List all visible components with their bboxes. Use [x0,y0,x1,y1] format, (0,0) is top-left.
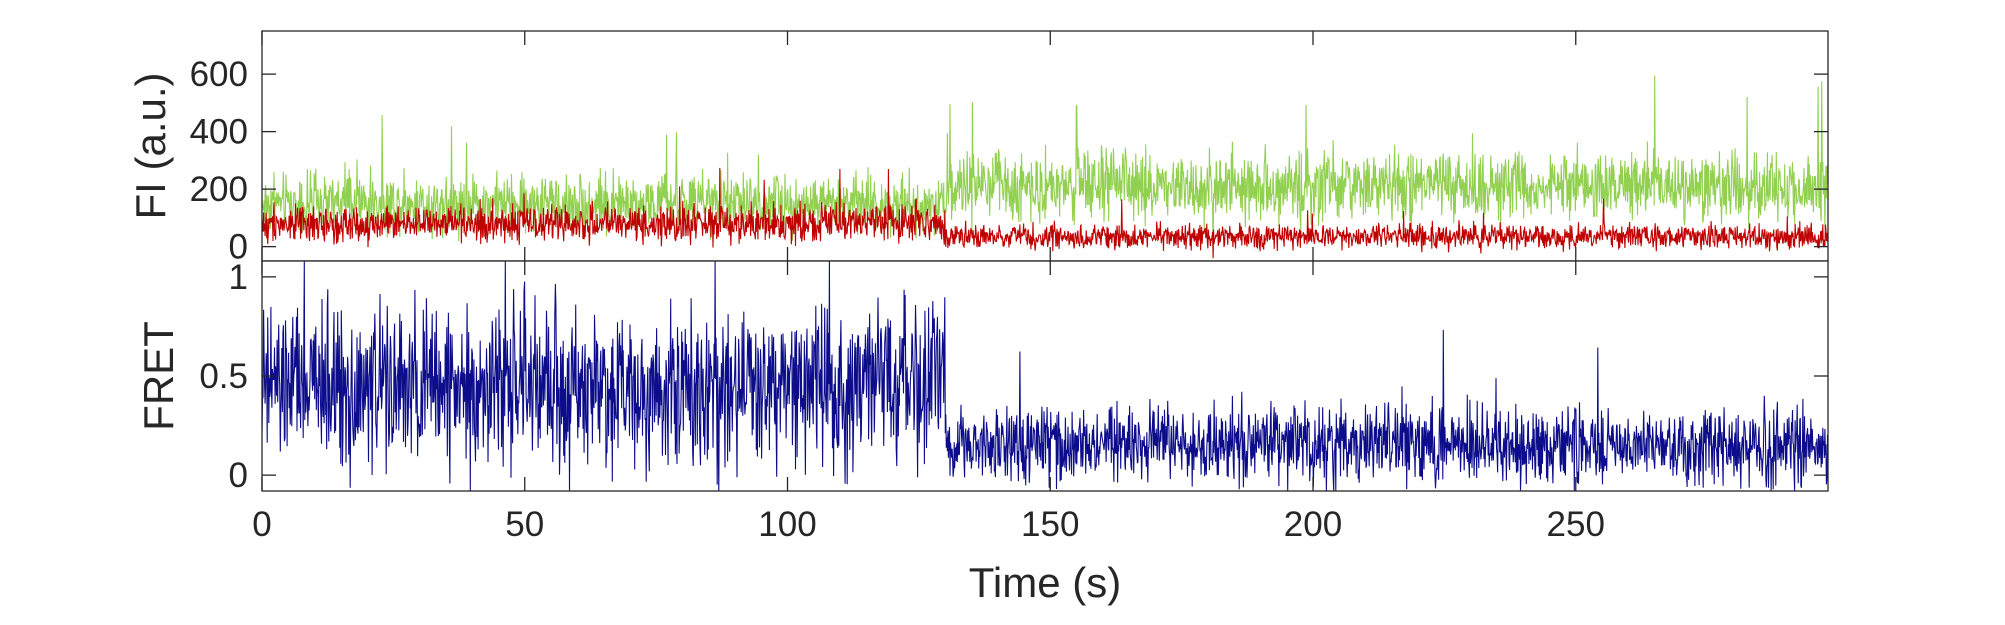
x-tick-label: 100 [758,505,816,544]
fluorescence-y-axis-label: FI (a.u.) [127,72,174,219]
x-tick-label: 150 [1021,505,1079,544]
x-tick-label: 200 [1284,505,1342,544]
y-tick-label: 400 [190,113,248,152]
fluorescence-x-ticks [261,31,1577,261]
fret-traces [262,261,1828,491]
fret-y-ticks: 00.51 [199,258,1828,495]
time-x-axis-label: Time (s) [969,559,1121,606]
y-tick-label: 600 [190,55,248,94]
y-tick-label: 0 [229,456,248,495]
y-tick-label: 1 [229,258,248,297]
fret-y-axis-label: FRET [135,321,182,431]
fluorescence-traces [262,75,1828,259]
trace-series-0 [262,75,1828,259]
fluorescence-y-ticks: 0 200 400 600 [190,55,1828,267]
time-x-ticks: 0 50 100 150 200 250 [252,261,1605,544]
trace-series-0 [262,261,1828,491]
y-tick-label: 0.5 [199,357,248,396]
fluorescence-panel: 0 200 400 600 FI (a.u.) [127,30,1829,267]
x-tick-label: 50 [505,505,544,544]
x-tick-label: 0 [252,505,271,544]
trace-series-1 [262,167,1828,259]
y-tick-label: 0 [229,228,248,267]
x-tick-label: 250 [1547,505,1605,544]
y-tick-label: 200 [190,170,248,209]
fret-panel: 00.51 0 50 100 150 200 250 FRET Time (s) [135,258,1829,606]
